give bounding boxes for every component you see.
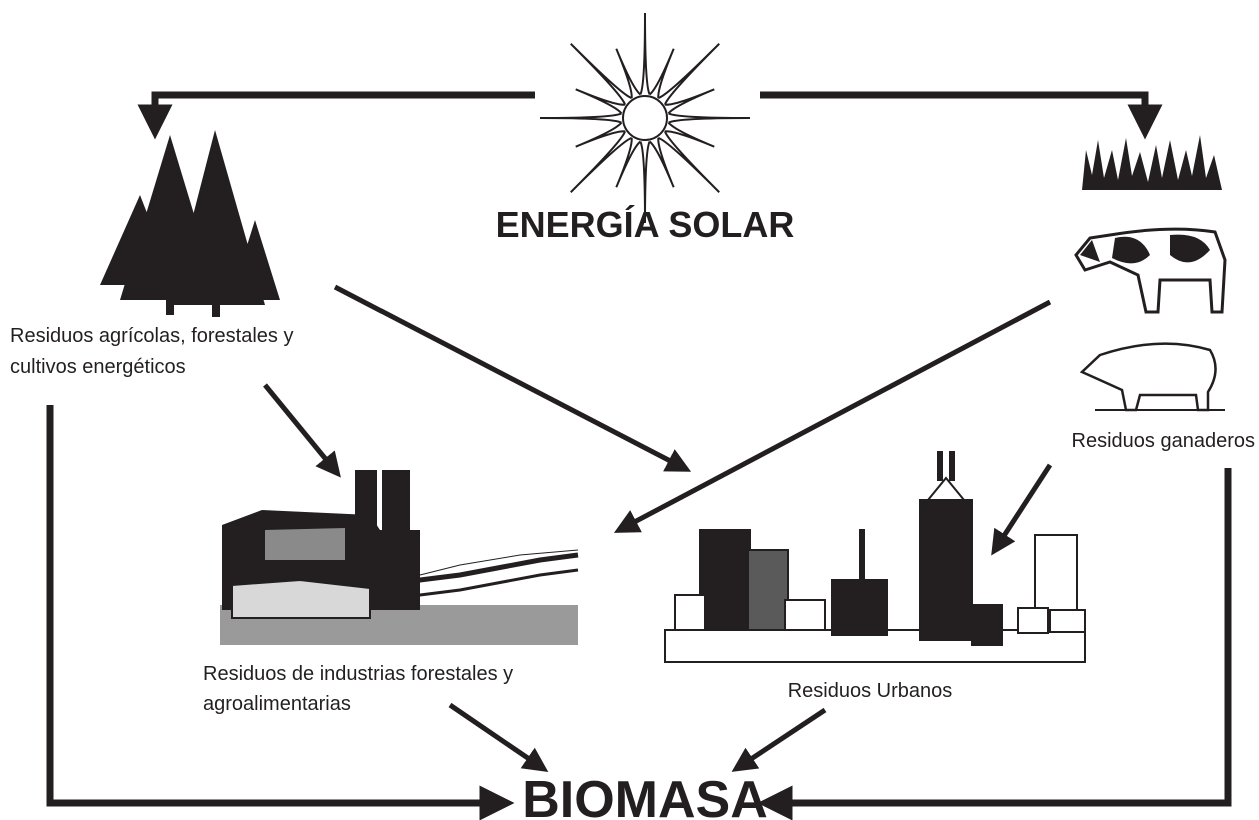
sun-icon — [540, 13, 750, 223]
hill — [420, 550, 578, 575]
node-label: Residuos ganaderos — [1072, 430, 1255, 452]
node-label: Residuos Urbanos — [788, 680, 953, 702]
cow-icon — [1076, 229, 1225, 312]
building — [972, 605, 1002, 645]
arrow — [155, 95, 535, 122]
building — [700, 530, 750, 630]
node-label: agroalimentarias — [203, 693, 351, 715]
diagram: ENERGÍA SOLAR BIOMASA Residuos agrícolas… — [0, 0, 1259, 820]
arrow — [265, 385, 333, 468]
node-label: Residuos agrícolas, forestales y — [10, 325, 293, 347]
pig-body — [1082, 344, 1216, 410]
tower-top — [928, 478, 964, 500]
node-label: Residuos de industrias forestales y — [203, 663, 513, 685]
tower — [920, 500, 972, 640]
arrow — [625, 302, 1050, 527]
antenna — [860, 530, 864, 585]
building — [1018, 608, 1048, 633]
building — [832, 580, 887, 635]
trunk — [166, 290, 174, 315]
pig-icon — [1082, 344, 1225, 410]
building — [748, 550, 788, 630]
page: ENERGÍA SOLAR BIOMASA Residuos agrícolas… — [0, 0, 1259, 820]
factory-icon — [220, 470, 578, 645]
arrow — [998, 465, 1050, 545]
antenna — [950, 452, 954, 480]
building — [675, 595, 705, 630]
arrow — [335, 287, 680, 466]
title: ENERGÍA SOLAR — [496, 204, 795, 245]
node-label: cultivos energéticos — [10, 356, 186, 378]
wall — [265, 528, 345, 560]
trunk — [212, 295, 220, 317]
silo — [382, 470, 410, 530]
arrow — [742, 710, 825, 765]
arrow — [760, 95, 1145, 122]
city-icon — [665, 452, 1085, 662]
building — [1050, 610, 1085, 632]
trees-icon — [100, 130, 280, 317]
antenna — [938, 452, 942, 480]
arrow — [450, 705, 538, 765]
building — [785, 600, 825, 630]
target-label: BIOMASA — [522, 771, 768, 820]
shed — [232, 580, 370, 618]
grass-icon — [1082, 135, 1222, 190]
sun-core — [623, 96, 667, 140]
chimney — [355, 470, 377, 530]
